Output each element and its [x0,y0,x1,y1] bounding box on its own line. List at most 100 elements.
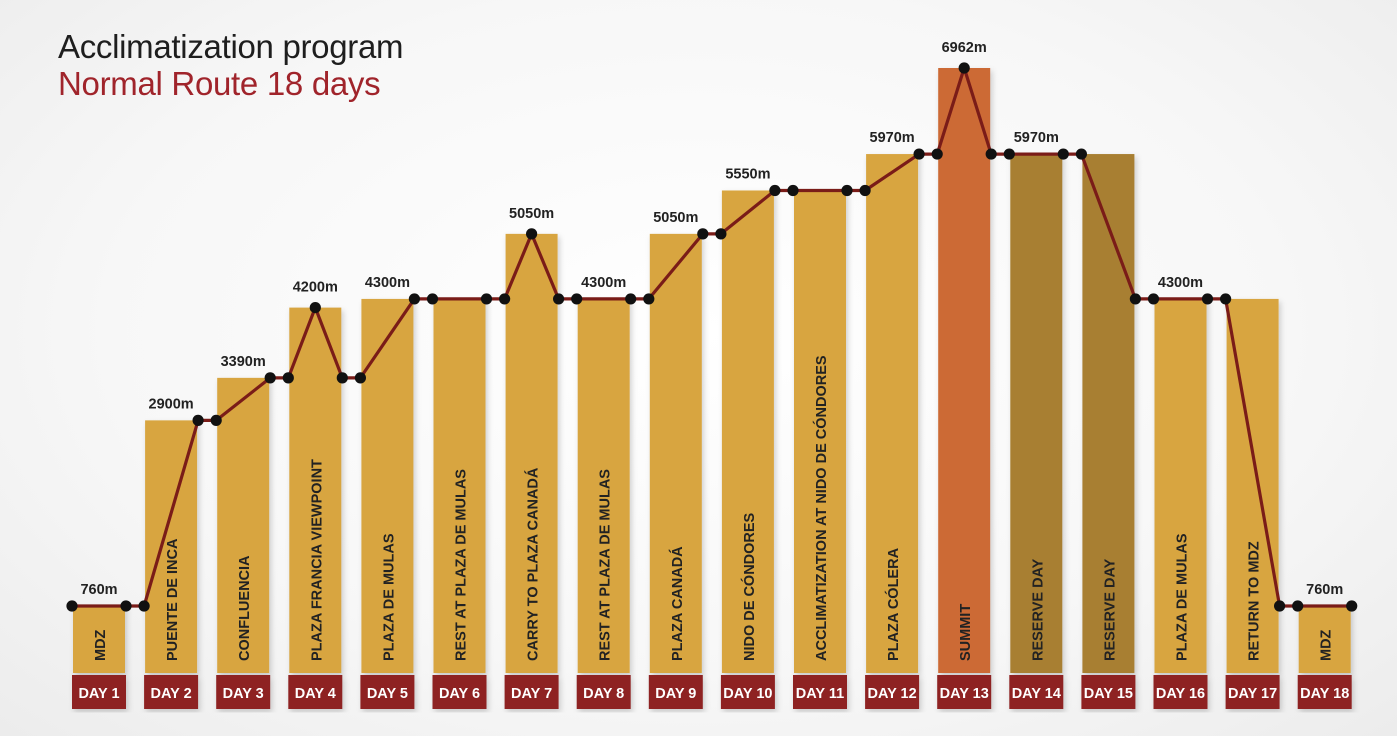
profile-marker-day-7-start [499,293,511,305]
elevation-label-day-2: 2900m [149,396,194,412]
elevation-label-day-8: 4300m [581,275,626,291]
elevation-label-day-16: 4300m [1158,275,1203,291]
day-label-day-16: DAY 16 [1156,686,1205,702]
bar-day-7 [505,233,558,673]
bar-day-9 [649,233,702,673]
profile-marker-day-15-end [1129,293,1141,305]
profile-marker-day-2-end [192,414,204,426]
profile-marker-day-18-start [1292,600,1304,612]
bar-day-1 [73,606,125,673]
day-badge-day-13 [937,675,992,709]
day-label-day-2: DAY 2 [151,686,192,702]
profile-marker-day-13-end [985,148,997,160]
profile-marker-day-5-end [408,293,420,305]
day-badge-day-16 [1153,675,1208,709]
profile-marker-day-8-end [625,293,637,305]
profile-marker-day-6-end [480,293,493,305]
place-label-day-1: MDZ [93,629,109,661]
place-label-day-12: PLAZA CÓLERA [884,547,902,661]
profile-marker-day-12-end [913,148,925,160]
day-badge-day-15 [1081,675,1136,709]
profile-marker-day-4-end [336,372,348,384]
elevation-label-day-5: 4300m [365,275,410,291]
day-label-day-5: DAY 5 [367,686,408,702]
place-label-day-8: REST AT PLAZA DE MULAS [598,469,614,661]
profile-marker-day-2-start [138,600,150,612]
chart-subtitle: Normal Route 18 days [58,65,381,102]
elevation-label-day-1: 760m [80,582,117,598]
profile-marker-day-1-end [120,600,132,612]
place-label-day-7: CARRY TO PLAZA CANADÁ [525,467,542,661]
elevation-label-day-14: 5970m [1014,130,1059,146]
day-badge-day-11 [793,675,847,709]
bar-day-8 [577,298,630,673]
bar-day-18 [1298,606,1351,673]
bar-day-11 [794,190,846,673]
elevation-label-day-9: 5050m [653,210,698,226]
day-label-day-3: DAY 3 [223,686,264,702]
day-badge-day-2 [144,675,199,709]
elevation-label-day-18: 760m [1306,582,1343,598]
profile-marker-day-11-end [841,184,853,197]
place-label-day-17: RETURN TO MDZ [1247,541,1263,661]
profile-marker-day-9-start [643,293,655,305]
day-badge-day-14 [1009,675,1064,709]
day-label-day-12: DAY 12 [868,686,917,702]
profile-marker-day-14-start [1003,148,1015,160]
day-badge-day-4 [288,675,343,709]
markers-layer [66,62,1358,612]
bar-day-14 [1010,154,1063,673]
profile-marker-day-5-start [354,372,366,384]
bar-day-6 [433,298,486,673]
profile-marker-day-11-start [787,184,799,197]
profile-marker-day-10-end [769,184,781,197]
day-badge-day-9 [648,675,703,709]
place-label-day-6: REST AT PLAZA DE MULAS [454,469,470,661]
profile-marker-day-12-start [859,184,871,197]
day-label-day-10: DAY 10 [723,686,772,702]
day-badge-day-7 [504,675,559,709]
elevation-label-day-10: 5550m [725,166,770,182]
place-label-day-4: PLAZA FRANCIA VIEWPOINT [309,459,325,661]
bar-day-15 [1082,154,1135,673]
bar-day-4 [289,307,342,673]
profile-marker-day-10-start [715,228,727,240]
day-badge-day-6 [432,675,487,709]
day-label-day-9: DAY 9 [655,686,696,702]
day-badge-day-17 [1225,675,1280,709]
day-label-day-1: DAY 1 [78,686,119,702]
place-label-day-3: CONFLUENCIA [237,555,253,661]
profile-marker-day-13-peak [958,62,970,74]
elevation-label-day-4: 4200m [293,280,338,296]
day-label-day-17: DAY 17 [1228,686,1277,702]
profile-marker-day-8-start [571,293,583,305]
bar-day-10 [721,190,774,673]
profile-marker-day-13-start [931,148,943,160]
place-label-day-5: PLAZA DE MULAS [381,533,397,661]
chart-title-block: Acclimatization program Normal Route 18 … [58,28,404,102]
elevation-labels-layer: 760m 2900m 3390m 4200m 4300m 5050m 4300m 5050m 5… [80,40,1343,598]
day-label-day-11: DAY 11 [796,686,844,702]
place-label-day-14: RESERVE DAY [1030,558,1046,661]
day-label-day-6: DAY 6 [439,686,480,702]
day-badge-day-5 [360,675,415,709]
day-badge-day-18 [1297,675,1352,709]
elevation-label-day-7: 5050m [509,206,554,222]
day-badge-day-1 [72,675,126,709]
day-label-day-4: DAY 4 [295,686,336,702]
bar-day-2 [145,420,198,673]
profile-marker-day-18-end [1346,600,1358,612]
profile-marker-day-14-end [1057,148,1069,160]
profile-marker-day-15-start [1075,148,1087,160]
chart-title: Acclimatization program [58,28,404,65]
day-badge-day-12 [865,675,920,709]
place-label-day-13: SUMMIT [958,604,974,661]
profile-marker-day-16-start [1147,293,1160,305]
bars-layer: MDZ PUENTE DE INCA CONFLUENCIA PLAZA FRANCI… [73,68,1351,673]
profile-marker-day-17-start [1220,293,1232,305]
profile-marker-day-4-peak [309,301,321,314]
profile-marker-day-17-end [1274,600,1286,612]
place-label-day-2: PUENTE DE INCA [165,538,181,661]
place-label-day-10: NIDO DE CÓNDORES [740,512,758,661]
